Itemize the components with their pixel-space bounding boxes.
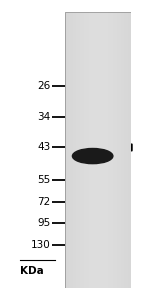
Text: 43: 43 bbox=[38, 143, 51, 152]
Text: 72: 72 bbox=[38, 197, 51, 207]
Text: 130: 130 bbox=[31, 240, 51, 250]
Text: 26: 26 bbox=[38, 81, 51, 91]
Text: KDa: KDa bbox=[20, 267, 44, 276]
Text: 34: 34 bbox=[38, 112, 51, 122]
Text: A: A bbox=[91, 259, 99, 272]
Text: 55: 55 bbox=[38, 175, 51, 185]
Ellipse shape bbox=[72, 148, 113, 164]
Text: 95: 95 bbox=[38, 218, 51, 228]
